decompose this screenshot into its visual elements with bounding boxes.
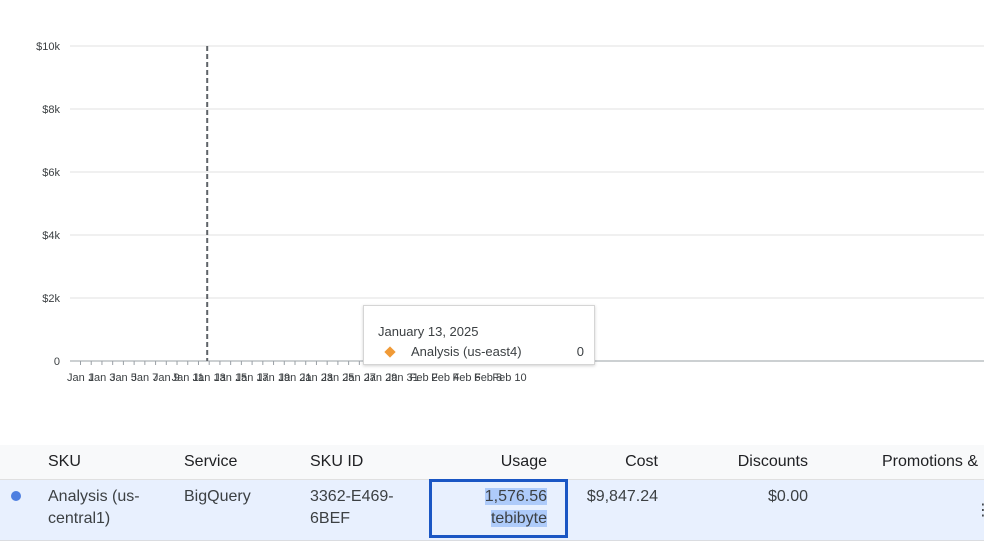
x-tick-label: Jan 25 bbox=[321, 372, 354, 384]
column-header-sku[interactable]: SKU bbox=[48, 453, 81, 470]
table-row[interactable]: Analysis (us- central1) BigQuery 3362-E4… bbox=[0, 479, 984, 540]
column-header-promotions[interactable]: Promotions & bbox=[882, 453, 979, 470]
x-tick-label: Jan 15 bbox=[214, 372, 247, 384]
cell-cost: $9,847.24 bbox=[586, 488, 658, 505]
y-axis-ticks: $10k $8k $6k $4k $2k 0 bbox=[36, 41, 60, 368]
x-tick-label: Jan 11 bbox=[172, 372, 204, 384]
sku-id-line-1: 3362-E469- bbox=[310, 488, 394, 505]
usage-value: 1,576.56 bbox=[484, 488, 547, 505]
cell-sku-id: 3362-E469- 6BEF bbox=[310, 486, 394, 530]
column-header-service[interactable]: Service bbox=[184, 453, 238, 470]
cell-service: BigQuery bbox=[184, 488, 251, 505]
x-tick-label: Jan 19 bbox=[257, 372, 290, 384]
y-tick-label: $8k bbox=[42, 104, 60, 116]
tooltip-date: January 13, 2025 bbox=[378, 324, 479, 339]
column-header-discounts[interactable]: Discounts bbox=[737, 453, 808, 470]
column-header-usage[interactable]: Usage bbox=[500, 453, 547, 470]
table-bottom-border bbox=[0, 540, 984, 547]
x-tick-label: Jan 31 bbox=[386, 372, 419, 384]
x-tick-label: Jan 17 bbox=[236, 372, 269, 384]
x-tick-label: Feb 4 bbox=[431, 372, 459, 384]
y-tick-label: $2k bbox=[42, 293, 60, 305]
cell-sku: Analysis (us- central1) bbox=[48, 486, 140, 530]
cell-usage[interactable]: 1,576.56 tebibyte bbox=[484, 486, 547, 530]
x-tick-label: Feb 2 bbox=[410, 372, 438, 384]
x-tick-label: Feb 8 bbox=[474, 372, 502, 384]
series-color-dot bbox=[11, 491, 21, 501]
x-tick-label: Feb 6 bbox=[453, 372, 481, 384]
x-tick-label: Jan 1 bbox=[67, 372, 94, 384]
tooltip-value: 0 bbox=[576, 344, 584, 359]
x-tick-label: Jan 27 bbox=[343, 372, 376, 384]
x-tick-label: Feb 10 bbox=[492, 372, 526, 384]
x-tick-label: Jan 5 bbox=[110, 372, 137, 384]
x-tick-label: Jan 29 bbox=[364, 372, 397, 384]
y-tick-label: $10k bbox=[36, 41, 60, 53]
column-header-cost[interactable]: Cost bbox=[625, 453, 658, 470]
y-tick-label: $4k bbox=[42, 230, 60, 242]
table-header: SKU Service SKU ID Usage Cost Discounts … bbox=[0, 445, 984, 480]
usage-unit: tebibyte bbox=[490, 510, 547, 527]
tooltip-series-name: Analysis (us-east4) bbox=[411, 344, 522, 359]
sku-line-1: Analysis (us- bbox=[48, 488, 140, 505]
y-tick-label: $6k bbox=[42, 167, 60, 179]
cell-discounts: $0.00 bbox=[767, 488, 808, 505]
x-tick-label: Jan 21 bbox=[278, 372, 311, 384]
sku-line-2: central1) bbox=[48, 510, 111, 527]
x-tick-label: Jan 3 bbox=[88, 372, 115, 384]
diamond-marker-icon bbox=[384, 346, 396, 358]
x-tick-label: Jan 13 bbox=[193, 372, 226, 384]
chart-gridlines bbox=[70, 45, 984, 299]
x-tick-label: Jan 7 bbox=[131, 372, 158, 384]
column-header-sku-id[interactable]: SKU ID bbox=[310, 453, 364, 470]
usage-selection-box bbox=[429, 479, 568, 538]
sku-table: SKU Service SKU ID Usage Cost Discounts … bbox=[0, 445, 984, 547]
drag-handle-icon[interactable]: ⋮ bbox=[975, 502, 984, 519]
sku-id-line-2: 6BEF bbox=[310, 510, 351, 527]
chart-tooltip: January 13, 2025 Analysis (us-east4) 0 bbox=[363, 305, 595, 365]
x-tick-label: Jan 23 bbox=[300, 372, 333, 384]
x-tick-label: Jan 9 bbox=[153, 372, 180, 384]
y-tick-label: 0 bbox=[54, 356, 60, 368]
